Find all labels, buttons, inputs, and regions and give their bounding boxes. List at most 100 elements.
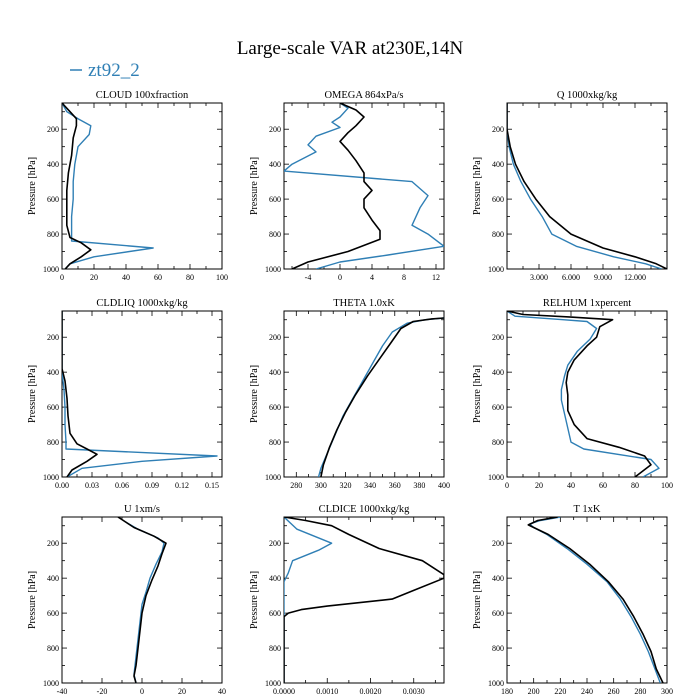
x-tick-label: 100 — [661, 481, 673, 490]
panel-5: THETA 1.0xK Pressure [hPa] 200 400 600 800 100… — [249, 298, 450, 490]
x-tick-label: 20 — [178, 687, 186, 696]
y-tick-label: 800 — [269, 230, 281, 239]
y-tick-label: 800 — [47, 438, 59, 447]
series-line-zt92-2 — [317, 317, 444, 477]
y-tick-label: 1000 — [488, 473, 504, 482]
panel-title: U 1xm/s — [124, 504, 160, 515]
y-tick-label: 400 — [492, 574, 504, 583]
y-tick-label: 600 — [269, 195, 281, 204]
x-tick-label: 0 — [140, 687, 144, 696]
x-tick-label: -20 — [97, 687, 108, 696]
y-tick-label: 600 — [47, 195, 59, 204]
x-tick-label: 80 — [186, 273, 194, 282]
y-tick-label: 800 — [269, 644, 281, 653]
x-tick-label: 360 — [389, 481, 401, 490]
series-line-reference — [320, 317, 444, 477]
x-tick-label: -4 — [305, 273, 312, 282]
y-tick-label: 800 — [492, 644, 504, 653]
series-line-reference — [117, 517, 167, 683]
x-tick-label: 340 — [364, 481, 376, 490]
x-tick-label: 20 — [535, 481, 543, 490]
series-line-zt92-2 — [62, 311, 218, 477]
y-tick-label: 400 — [269, 574, 281, 583]
plot-frame — [61, 516, 223, 684]
y-tick-label: 800 — [269, 438, 281, 447]
x-tick-label: 80 — [631, 481, 639, 490]
x-tick-label: 0 — [505, 481, 509, 490]
x-tick-label: 60 — [154, 273, 162, 282]
y-tick-label: 200 — [492, 333, 504, 342]
plot-frame — [61, 310, 223, 478]
series-line-zt92-2 — [284, 103, 444, 269]
series-line-reference — [527, 517, 664, 683]
y-axis-label: Pressure [hPa] — [472, 571, 483, 629]
x-tick-label: 0.06 — [115, 481, 129, 490]
y-tick-label: 1000 — [43, 473, 59, 482]
y-tick-label: 200 — [269, 333, 281, 342]
x-tick-label: 9.000 — [594, 273, 612, 282]
y-tick-label: 1000 — [265, 473, 281, 482]
x-tick-label: 180 — [501, 687, 513, 696]
x-tick-label: 0.03 — [85, 481, 99, 490]
plot-frame — [506, 310, 668, 478]
panel-2: OMEGA 864xPa/s Pressure [hPa] 200 400 600 800… — [249, 90, 445, 282]
y-tick-label: 400 — [269, 368, 281, 377]
x-tick-label: 0.15 — [205, 481, 219, 490]
x-tick-label: 0 — [60, 273, 64, 282]
y-tick-label: 200 — [47, 539, 59, 548]
x-tick-label: 12 — [432, 273, 440, 282]
series-line-reference — [507, 103, 667, 269]
x-tick-label: 320 — [340, 481, 352, 490]
y-axis-label: Pressure [hPa] — [472, 157, 483, 215]
y-axis-label: Pressure [hPa] — [27, 571, 38, 629]
y-tick-label: 600 — [492, 195, 504, 204]
x-tick-label: 200 — [528, 687, 540, 696]
x-tick-label: 0.0030 — [403, 687, 425, 696]
series-line-reference — [62, 103, 92, 269]
x-tick-label: -40 — [57, 687, 68, 696]
y-tick-label: 400 — [492, 368, 504, 377]
y-tick-label: 400 — [47, 368, 59, 377]
y-tick-label: 1000 — [43, 265, 59, 274]
y-tick-label: 1000 — [488, 679, 504, 688]
series-line-zt92-2 — [507, 103, 662, 269]
x-tick-label: 0.0000 — [273, 687, 295, 696]
x-tick-label: 6.000 — [562, 273, 580, 282]
y-tick-label: 1000 — [265, 265, 281, 274]
y-tick-label: 200 — [47, 125, 59, 134]
panel-title: CLDLIQ 1000xkg/kg — [96, 298, 188, 309]
x-tick-label: 0.09 — [145, 481, 159, 490]
x-tick-label: 280 — [290, 481, 302, 490]
x-tick-label: 260 — [608, 687, 620, 696]
series-line-reference — [507, 311, 652, 477]
series-line-zt92-2 — [529, 517, 661, 683]
y-tick-label: 600 — [269, 403, 281, 412]
series-line-reference — [291, 103, 381, 269]
x-tick-label: 40 — [218, 687, 226, 696]
y-tick-label: 200 — [269, 539, 281, 548]
x-tick-label: 20 — [90, 273, 98, 282]
series-line-reference — [284, 517, 444, 683]
y-tick-label: 400 — [492, 160, 504, 169]
y-tick-label: 800 — [492, 230, 504, 239]
y-axis-label: Pressure [hPa] — [249, 365, 260, 423]
x-tick-label: 300 — [315, 481, 327, 490]
plot-frame — [283, 102, 445, 270]
y-tick-label: 600 — [492, 609, 504, 618]
panel-title: CLOUD 100xfraction — [96, 90, 189, 101]
panel-title: Q 1000xkg/kg — [557, 90, 618, 101]
x-tick-label: 3.000 — [530, 273, 548, 282]
y-axis-label: Pressure [hPa] — [27, 365, 38, 423]
y-tick-label: 1000 — [488, 265, 504, 274]
y-tick-label: 800 — [47, 230, 59, 239]
panel-4: CLDLIQ 1000xkg/kg Pressure [hPa] 200 400 600… — [27, 298, 223, 490]
y-tick-label: 400 — [269, 160, 281, 169]
series-line-zt92-2 — [507, 311, 660, 477]
y-tick-label: 800 — [492, 438, 504, 447]
x-tick-label: 240 — [581, 687, 593, 696]
x-tick-label: 0.00 — [55, 481, 69, 490]
